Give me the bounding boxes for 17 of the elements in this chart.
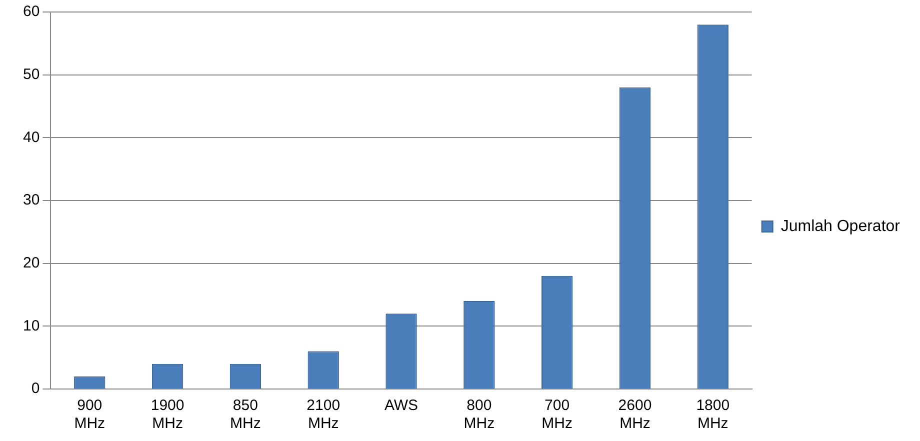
y-tick-label: 40 bbox=[22, 128, 40, 146]
x-tick-label: 1900 MHz bbox=[150, 397, 184, 432]
x-tick-label: 1800 MHz bbox=[696, 397, 730, 432]
x-tick-label: 800 MHz bbox=[464, 397, 495, 432]
x-tick-label: 850 MHz bbox=[230, 397, 261, 432]
y-tick-label: 50 bbox=[22, 66, 40, 83]
y-tick-label: 30 bbox=[22, 192, 40, 209]
x-tick-label: 900 MHz bbox=[74, 397, 106, 432]
y-tick-label: 0 bbox=[31, 380, 40, 398]
x-tick-label: AWS bbox=[384, 397, 418, 414]
y-tick-label: 10 bbox=[22, 317, 40, 334]
x-tick-label: 2600 MHz bbox=[618, 397, 652, 432]
legend-label: Jumlah Operator bbox=[780, 218, 901, 235]
x-tick-label: 2100 MHz bbox=[306, 397, 340, 432]
y-tick-label: 60 bbox=[22, 3, 40, 20]
x-tick-label: 700 MHz bbox=[542, 397, 572, 432]
y-tick-label: 20 bbox=[22, 254, 40, 272]
